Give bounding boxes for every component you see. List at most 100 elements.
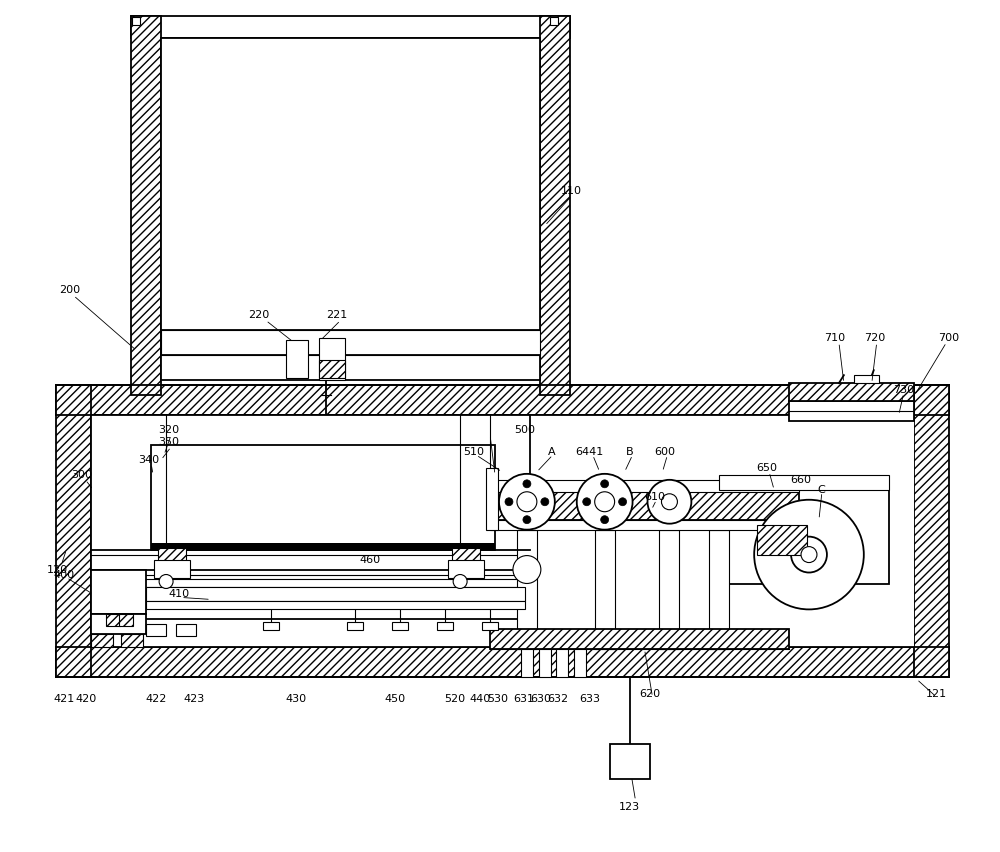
Bar [131, 16, 161, 395]
Text: 600: 600 [654, 447, 675, 457]
Bar [154, 560, 190, 578]
Bar [91, 415, 530, 619]
Text: 410: 410 [168, 590, 190, 600]
Bar [146, 625, 166, 636]
Text: 520: 520 [445, 694, 466, 704]
Circle shape [661, 494, 677, 509]
Bar [146, 588, 525, 602]
Text: 510: 510 [464, 447, 485, 457]
Text: 430: 430 [285, 694, 306, 704]
Bar [854, 375, 879, 383]
Bar [490, 492, 799, 520]
Text: 630: 630 [530, 694, 551, 704]
Bar [176, 625, 196, 636]
Circle shape [601, 480, 609, 488]
Bar [91, 614, 146, 635]
Text: 423: 423 [183, 694, 205, 704]
Bar [56, 648, 949, 677]
Text: 610: 610 [644, 492, 665, 502]
Bar [452, 548, 480, 569]
Circle shape [541, 498, 549, 506]
Bar [539, 649, 551, 677]
Bar [914, 385, 949, 677]
Bar [437, 622, 453, 630]
Circle shape [648, 480, 691, 524]
Text: 440: 440 [469, 694, 491, 704]
Bar [146, 602, 525, 609]
Bar [789, 383, 914, 401]
Bar [132, 17, 140, 26]
Circle shape [505, 498, 513, 506]
Text: 350: 350 [159, 437, 180, 447]
Text: 500: 500 [514, 425, 535, 435]
Bar [659, 639, 679, 648]
Text: 121: 121 [926, 689, 947, 699]
Bar [263, 622, 279, 630]
Bar [161, 38, 540, 380]
Bar [540, 16, 570, 395]
Bar [757, 525, 807, 555]
Circle shape [595, 492, 615, 512]
Text: 420: 420 [76, 694, 97, 704]
Text: 220: 220 [248, 310, 269, 320]
Bar [610, 744, 650, 779]
Circle shape [801, 547, 817, 562]
Bar [490, 520, 799, 530]
Text: 123: 123 [619, 802, 640, 812]
Text: 340: 340 [139, 455, 160, 465]
Circle shape [453, 574, 467, 589]
Bar [161, 331, 540, 355]
Text: 530: 530 [488, 694, 509, 704]
Bar [550, 17, 558, 26]
Text: 110: 110 [561, 186, 582, 196]
Bar [719, 490, 889, 584]
Text: 200: 200 [59, 285, 80, 296]
Text: 720: 720 [864, 333, 885, 343]
Bar [119, 614, 133, 626]
Text: 450: 450 [385, 694, 406, 704]
Text: 400: 400 [54, 569, 75, 579]
Circle shape [513, 556, 541, 584]
Bar [521, 649, 533, 677]
Bar [659, 530, 679, 649]
Bar [347, 622, 363, 630]
Circle shape [577, 474, 633, 530]
Bar [151, 543, 495, 550]
Circle shape [601, 515, 609, 524]
Bar [121, 635, 143, 648]
Bar [595, 639, 615, 648]
Bar [91, 415, 914, 648]
Text: 631: 631 [513, 694, 534, 704]
Text: 6441: 6441 [576, 447, 604, 457]
Text: 422: 422 [145, 694, 167, 704]
Bar [56, 385, 949, 415]
Text: 320: 320 [159, 425, 180, 435]
Circle shape [791, 537, 827, 573]
Text: 633: 633 [579, 694, 600, 704]
Text: 300: 300 [71, 469, 92, 480]
Bar [490, 630, 789, 649]
Bar [486, 468, 498, 530]
Text: 730: 730 [893, 385, 914, 395]
Text: A: A [548, 447, 556, 457]
Text: 660: 660 [791, 475, 812, 485]
Text: C: C [817, 485, 825, 495]
Text: 120: 120 [47, 565, 68, 574]
Bar [151, 445, 495, 550]
Text: B: B [626, 447, 633, 457]
Text: 620: 620 [639, 689, 660, 699]
Bar [574, 649, 586, 677]
Bar [490, 480, 799, 492]
Circle shape [499, 474, 555, 530]
Text: 421: 421 [54, 694, 75, 704]
Circle shape [523, 515, 531, 524]
Bar [319, 360, 345, 378]
Circle shape [754, 500, 864, 609]
Bar [91, 569, 146, 614]
Bar [286, 340, 308, 378]
Bar [91, 635, 113, 648]
Text: 460: 460 [360, 555, 381, 565]
Circle shape [517, 492, 537, 512]
Bar [158, 548, 186, 569]
Bar [517, 639, 537, 648]
